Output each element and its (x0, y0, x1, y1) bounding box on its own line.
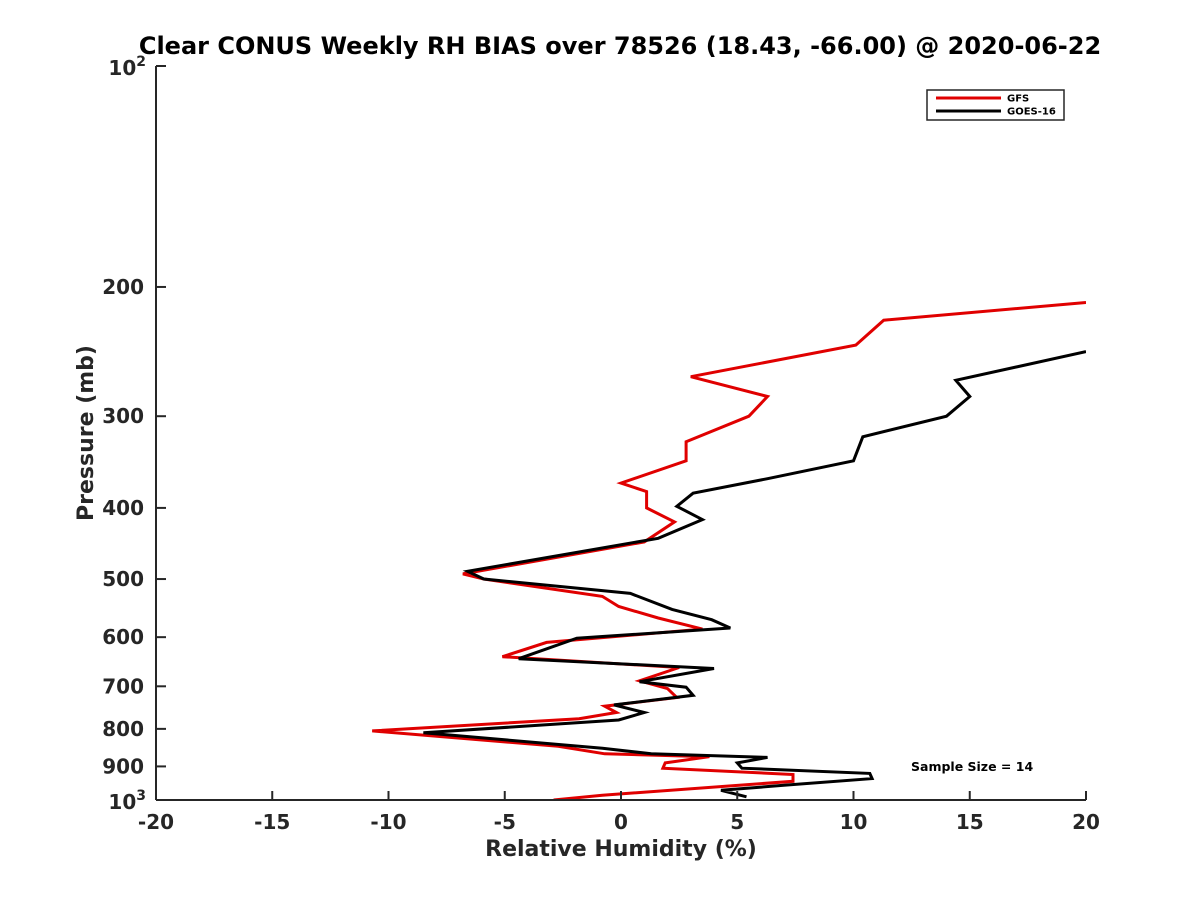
axes-layer: -20 -15 -10 -5 0 5 10 15 20 200 300 400 500 600 700 800… (102, 54, 1100, 834)
x-tick-label: 0 (614, 810, 628, 834)
legend-label-goes-16: GOES-16 (1007, 107, 1056, 118)
x-tick-label: -5 (494, 810, 516, 834)
y-tick-label-exponent: 3 (136, 788, 146, 804)
plot-area (156, 66, 1086, 800)
y-axis-label: Pressure (mb) (74, 345, 99, 521)
y-tick-label-power: 103 (108, 788, 146, 814)
y-tick-label: 700 (102, 674, 144, 698)
y-tick-label-base: 10 (108, 790, 136, 814)
y-tick-label: 800 (102, 717, 144, 741)
series-line-goes-16 (423, 350, 1086, 799)
x-axis-label: Relative Humidity (%) (485, 837, 757, 862)
legend: GFS GOES-16 (926, 89, 1065, 121)
x-tick-label: 10 (840, 810, 868, 834)
y-tick-label-base: 10 (108, 56, 136, 80)
y-tick-label-power: 102 (108, 54, 146, 80)
x-tick-label: -20 (138, 810, 174, 834)
legend-box (926, 89, 1065, 121)
y-tick-label: 200 (102, 275, 144, 299)
chart-title: Clear CONUS Weekly RH BIAS over 78526 (1… (139, 32, 1101, 60)
sample-size-annotation: Sample Size = 14 (911, 759, 1033, 774)
y-tick-label: 400 (102, 496, 144, 520)
x-tick-label: -15 (254, 810, 290, 834)
x-tick-label: -10 (370, 810, 406, 834)
x-tick-label: 5 (730, 810, 744, 834)
y-tick-label-exponent: 2 (136, 54, 146, 70)
legend-label-gfs: GFS (1007, 94, 1029, 105)
y-tick-label: 900 (102, 754, 144, 778)
y-tick-label: 300 (102, 404, 144, 428)
series-layer (372, 301, 1086, 800)
y-tick-label: 600 (102, 625, 144, 649)
x-tick-label: 20 (1072, 810, 1100, 834)
y-tick-label: 500 (102, 567, 144, 591)
x-tick-label: 15 (956, 810, 984, 834)
